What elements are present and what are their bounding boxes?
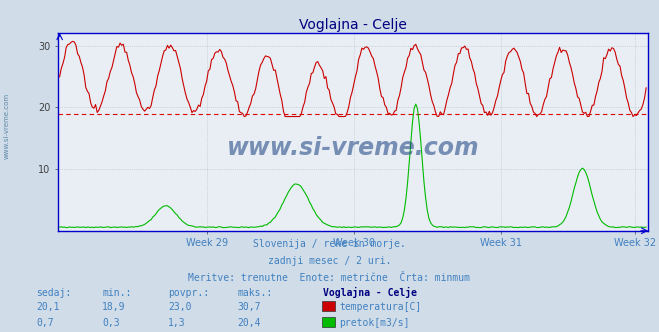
Text: www.si-vreme.com: www.si-vreme.com	[3, 93, 10, 159]
Text: sedaj:: sedaj:	[36, 288, 71, 298]
Text: Slovenija / reke in morje.: Slovenija / reke in morje.	[253, 239, 406, 249]
Text: Meritve: trenutne  Enote: metrične  Črta: minmum: Meritve: trenutne Enote: metrične Črta: …	[188, 273, 471, 283]
Text: 0,3: 0,3	[102, 318, 120, 328]
Text: pretok[m3/s]: pretok[m3/s]	[339, 318, 410, 328]
Text: 30,7: 30,7	[237, 302, 261, 312]
Text: 18,9: 18,9	[102, 302, 126, 312]
Text: 20,4: 20,4	[237, 318, 261, 328]
Text: 23,0: 23,0	[168, 302, 192, 312]
Text: zadnji mesec / 2 uri.: zadnji mesec / 2 uri.	[268, 256, 391, 266]
Text: min.:: min.:	[102, 288, 132, 298]
Text: maks.:: maks.:	[237, 288, 272, 298]
Text: Voglajna - Celje: Voglajna - Celje	[323, 287, 417, 298]
Text: www.si-vreme.com: www.si-vreme.com	[227, 136, 479, 160]
Text: povpr.:: povpr.:	[168, 288, 209, 298]
Text: 1,3: 1,3	[168, 318, 186, 328]
Text: 20,1: 20,1	[36, 302, 60, 312]
Text: 0,7: 0,7	[36, 318, 54, 328]
Title: Voglajna - Celje: Voglajna - Celje	[299, 18, 407, 32]
Text: temperatura[C]: temperatura[C]	[339, 302, 422, 312]
